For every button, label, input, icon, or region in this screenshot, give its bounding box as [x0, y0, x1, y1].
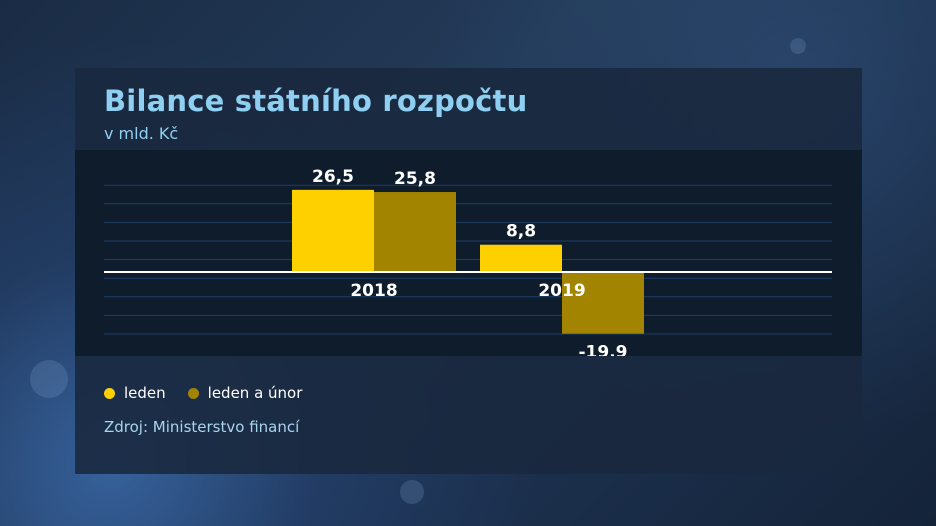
bar-2018-leden: [292, 189, 374, 272]
source-note: Zdroj: Ministerstvo financí: [104, 418, 300, 436]
background-bokeh: [30, 360, 68, 398]
legend-label: leden: [124, 384, 166, 402]
bar-2018-leden-a-unor: [374, 192, 456, 272]
background-bokeh: [790, 38, 806, 54]
legend-item-leden-a-unor: leden a únor: [187, 384, 303, 402]
chart-subtitle: v mld. Kč: [104, 124, 179, 143]
data-label: 26,5: [312, 167, 354, 187]
legend-swatch-leden: [104, 387, 115, 399]
legend-item-leden: leden: [104, 384, 166, 402]
legend-label: leden a únor: [207, 384, 303, 402]
bar-2019-leden: [480, 244, 562, 272]
bar-2019-leden-a-unor: [562, 272, 644, 334]
data-label: 25,8: [394, 169, 436, 189]
category-label: 2019: [538, 281, 585, 301]
data-label: 8,8: [506, 222, 536, 242]
background-bokeh: [400, 480, 424, 504]
plot-area: 26,5 8,8 25,8 -19,9 2018 2019: [75, 150, 862, 356]
bar-chart: 26,5 8,8 25,8 -19,9 2018 2019: [104, 167, 832, 356]
legend: leden leden a únor: [104, 384, 324, 402]
legend-swatch-leden-a-unor: [187, 387, 199, 399]
data-label: -19,9: [579, 343, 628, 356]
category-label: 2018: [350, 281, 397, 301]
chart-panel: Bilance státního rozpočtu v mld. Kč 26,5…: [75, 68, 862, 474]
chart-title: Bilance státního rozpočtu: [104, 84, 528, 118]
